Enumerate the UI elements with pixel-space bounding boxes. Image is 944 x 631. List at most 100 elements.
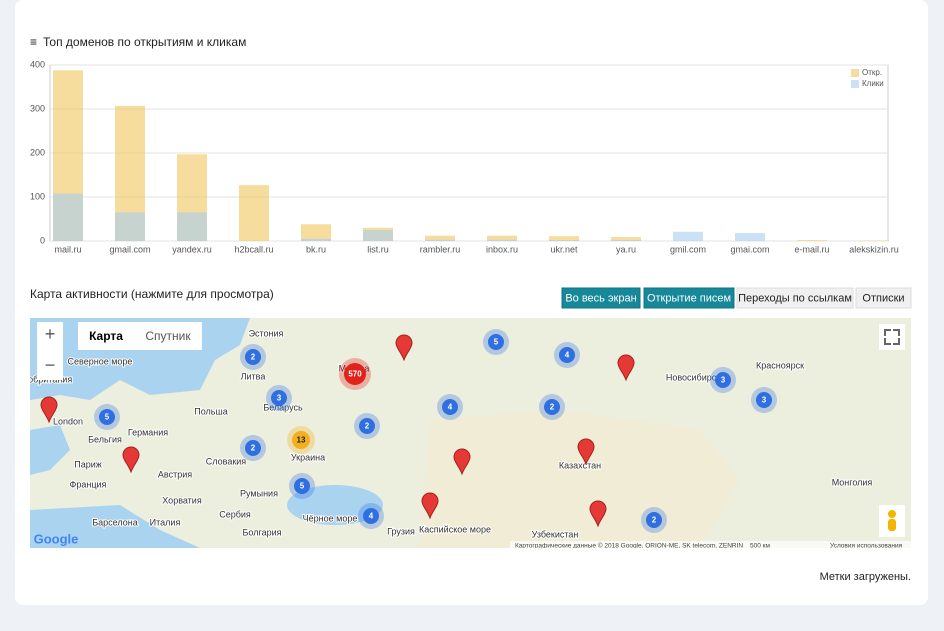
place-label: Париж: [74, 459, 102, 469]
cluster-count: 2: [652, 516, 657, 525]
place-label: Барселона: [92, 517, 137, 527]
button[interactable]: [855, 287, 912, 309]
place-label: Узбекистан: [532, 529, 579, 539]
place-label: London: [53, 416, 83, 426]
button[interactable]: [643, 287, 735, 309]
place-label: Монголия: [832, 477, 873, 487]
button[interactable]: [561, 287, 641, 309]
cluster[interactable]: [271, 390, 287, 406]
place-label: Казахстан: [559, 460, 601, 470]
bar: [549, 240, 579, 241]
cluster[interactable]: [359, 418, 375, 434]
map-title: Карта активности (нажмите для просмотра): [30, 287, 274, 301]
chart-title: Топ доменов по открытиям и кликам: [43, 35, 246, 49]
cluster-count: 13: [297, 436, 306, 445]
map-type[interactable]: Карта: [89, 329, 123, 343]
cluster-count: 5: [105, 413, 110, 422]
cluster[interactable]: [715, 372, 731, 388]
bar: [549, 236, 579, 241]
bar: [487, 239, 517, 241]
cluster-count: 3: [277, 394, 282, 403]
pegman-body: [888, 519, 896, 531]
x-tick-label: ukr.net: [550, 244, 578, 254]
place-label: Украина: [291, 452, 325, 462]
cluster-count: 4: [565, 351, 570, 360]
marker-pin[interactable]: [395, 334, 413, 362]
black-sea: [287, 485, 383, 525]
place-label: Чёрное море: [303, 513, 358, 523]
cluster[interactable]: [488, 334, 504, 350]
legend-swatch: [851, 80, 859, 88]
y-tick-label: 100: [30, 191, 45, 201]
cluster[interactable]: [292, 431, 310, 449]
button-label: Отписки: [862, 292, 904, 304]
marker-pin[interactable]: [122, 446, 140, 474]
sea: [30, 425, 70, 475]
cluster-count: 5: [300, 482, 305, 491]
marker-pin[interactable]: [617, 354, 635, 382]
map-type[interactable]: Спутник: [145, 329, 191, 343]
x-tick-label: e-mail.ru: [794, 244, 829, 254]
cluster[interactable]: [756, 392, 772, 408]
pegman-head: [888, 510, 896, 518]
cluster-count: 2: [251, 353, 256, 362]
marker-pin[interactable]: [421, 492, 439, 520]
cluster-count: 570: [348, 370, 362, 379]
place-label: Австрия: [158, 469, 192, 479]
marker-pin[interactable]: [589, 500, 607, 528]
marker-pin[interactable]: [453, 448, 471, 476]
marker-pin[interactable]: [577, 438, 595, 466]
cluster[interactable]: [294, 478, 310, 494]
place-label: Грузия: [387, 526, 415, 536]
marker-pin[interactable]: [40, 396, 58, 424]
bar: [611, 237, 641, 241]
cluster-count: 2: [550, 403, 555, 412]
zoom-control: [37, 322, 63, 380]
button-label: Во весь экран: [565, 292, 636, 304]
fullscreen-button[interactable]: [879, 324, 905, 350]
cluster[interactable]: [559, 347, 575, 363]
cluster-count: 3: [762, 396, 767, 405]
map[interactable]: Эстония Литва Беларусь Польша Германия Бельги…: [14, 318, 911, 551]
terms[interactable]: Условия использования: [830, 543, 903, 550]
x-tick-label: rambler.ru: [420, 244, 461, 254]
cluster-count: 3: [721, 376, 726, 385]
zoom-out[interactable]: −: [45, 355, 56, 375]
x-tick-label: bk.ru: [306, 244, 326, 254]
cluster[interactable]: [99, 409, 115, 425]
map-type-control: [78, 322, 202, 350]
bar: [301, 224, 331, 241]
button[interactable]: [736, 287, 854, 309]
attribution-bg: [510, 541, 911, 548]
y-tick-label: 400: [30, 59, 45, 69]
y-tick-label: 0: [40, 235, 45, 245]
x-tick-label: gmail.com: [109, 244, 150, 254]
x-tick-label: inbox.ru: [486, 244, 518, 254]
legend-label: Клики: [862, 79, 884, 88]
cluster-count: 2: [251, 444, 256, 453]
button-label: Переходы по ссылкам: [738, 292, 852, 304]
x-tick-label: yandex.ru: [172, 244, 212, 254]
place-label: Литва: [241, 371, 266, 381]
x-tick-label: mail.ru: [54, 244, 81, 254]
bar: [301, 238, 331, 241]
cluster-count: 5: [494, 338, 499, 347]
legend-label: Откр.: [862, 68, 882, 77]
bar: [177, 212, 207, 241]
cluster[interactable]: [442, 399, 458, 415]
cluster[interactable]: [544, 399, 560, 415]
zoom-in[interactable]: +: [45, 324, 56, 344]
bar: [53, 193, 83, 241]
bar: [487, 235, 517, 241]
cluster[interactable]: [344, 363, 366, 385]
cluster[interactable]: [245, 349, 261, 365]
legend-swatch: [851, 69, 859, 77]
menu-icon[interactable]: ≡: [30, 35, 37, 49]
button-label: Открытие писем: [647, 292, 731, 304]
place-label: Болгария: [243, 527, 282, 537]
cluster[interactable]: [245, 440, 261, 456]
cluster[interactable]: [646, 512, 662, 528]
x-tick-label: h2bcall.ru: [234, 244, 273, 254]
place-label: Новосибирск: [666, 372, 720, 382]
cluster[interactable]: [363, 508, 379, 524]
